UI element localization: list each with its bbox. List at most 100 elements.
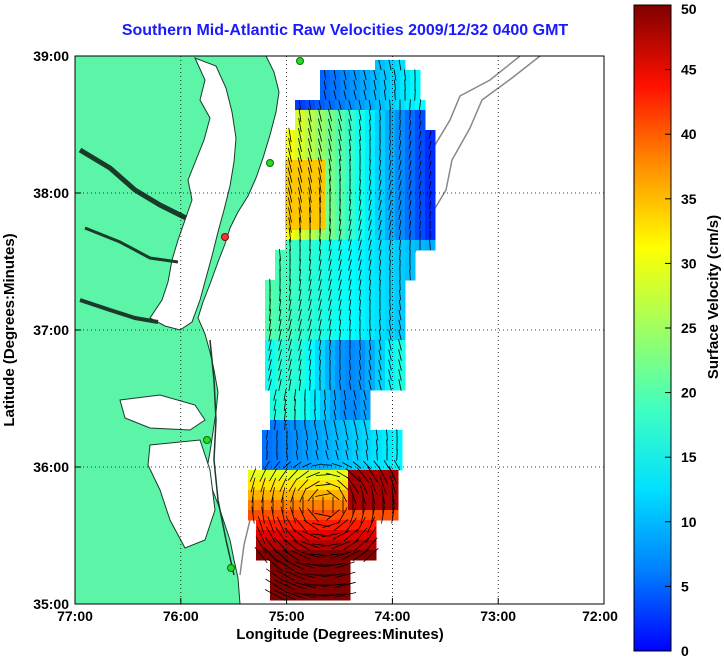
velocity-vector	[343, 70, 347, 80]
velocity-vector	[288, 127, 292, 143]
velocity-vector	[368, 229, 372, 241]
velocity-vector	[298, 299, 302, 311]
velocity-vector	[325, 429, 329, 441]
velocity-vector	[358, 279, 362, 291]
velocity-vector	[296, 430, 298, 440]
velocity-vector	[358, 269, 362, 281]
velocity-vector	[378, 349, 382, 361]
velocity-vector	[418, 160, 422, 170]
velocity-vector	[409, 110, 411, 120]
velocity-vector	[373, 69, 377, 81]
velocity-vector	[394, 89, 396, 101]
colorbar-tick-label: 20	[681, 385, 697, 401]
velocity-vector	[288, 319, 292, 331]
velocity-vector	[399, 120, 401, 130]
velocity-vector	[345, 468, 361, 482]
velocity-vector	[398, 299, 402, 311]
velocity-vector	[363, 80, 367, 90]
velocity-vector	[278, 359, 282, 371]
velocity-vector	[348, 139, 352, 151]
velocity-vector	[398, 349, 402, 361]
velocity-vector	[284, 409, 286, 421]
velocity-vector	[328, 239, 332, 251]
velocity-vector	[328, 329, 332, 341]
velocity-vector	[418, 120, 422, 130]
velocity-vector	[378, 229, 382, 241]
velocity-vector	[324, 70, 326, 80]
velocity-vector	[319, 197, 321, 213]
velocity-vector	[349, 350, 351, 360]
velocity-vector	[358, 189, 362, 201]
velocity-vector	[338, 228, 342, 242]
velocity-vector	[298, 279, 302, 291]
velocity-vector	[298, 369, 302, 381]
james-river	[79, 298, 159, 324]
velocity-vector	[388, 159, 392, 171]
velocity-vector	[388, 229, 392, 241]
velocity-vector	[368, 370, 372, 380]
velocity-vector	[256, 526, 266, 544]
velocity-vector	[318, 259, 322, 271]
velocity-vector	[288, 329, 292, 341]
pamlico-sound	[147, 439, 216, 549]
velocity-vector	[264, 589, 286, 601]
velocity-vector	[428, 150, 432, 160]
velocity-vector	[329, 208, 331, 222]
velocity-vector	[328, 249, 332, 261]
velocity-vector	[353, 70, 357, 80]
velocity-vector	[348, 279, 352, 291]
velocity-vector	[271, 506, 275, 524]
velocity-vector	[328, 309, 332, 321]
velocity-vector	[319, 369, 321, 381]
velocity-vector	[264, 460, 270, 470]
velocity-vector	[289, 238, 291, 252]
velocity-vector	[428, 180, 432, 190]
velocity-vector	[287, 167, 293, 183]
velocity-vector	[318, 100, 322, 110]
velocity-vector	[355, 429, 359, 441]
velocity-vector	[352, 548, 370, 562]
velocity-vector	[298, 349, 302, 361]
velocity-vector	[399, 289, 401, 301]
velocity-vector	[363, 547, 379, 563]
velocity-vector	[318, 177, 322, 193]
velocity-vector	[279, 478, 287, 492]
velocity-vector	[388, 339, 392, 351]
velocity-vector	[297, 148, 303, 162]
colorbar-tick-label: 45	[681, 62, 697, 78]
velocity-vector	[399, 239, 401, 251]
velocity-vector	[292, 461, 302, 469]
velocity-vector	[388, 329, 392, 341]
velocity-vector	[307, 508, 319, 522]
velocity-vector	[318, 148, 322, 162]
velocity-vector	[307, 138, 313, 152]
velocity-vector	[318, 167, 322, 183]
velocity-vector	[365, 439, 369, 451]
velocity-vector	[383, 89, 387, 101]
velocity-vector	[328, 148, 332, 162]
velocity-vector	[364, 537, 378, 553]
velocity-vector	[329, 379, 331, 391]
velocity-vector	[261, 487, 265, 503]
velocity-vector	[367, 516, 375, 534]
velocity-vector	[333, 70, 337, 80]
velocity-vector	[338, 128, 342, 142]
velocity-vector	[398, 339, 402, 351]
velocity-vector	[308, 329, 312, 341]
velocity-vector	[332, 530, 350, 540]
velocity-vector	[308, 177, 312, 193]
velocity-vector	[325, 472, 341, 478]
velocity-vector	[379, 475, 387, 495]
velocity-vector	[358, 289, 362, 301]
velocity-vector	[291, 550, 311, 560]
velocity-vector	[280, 487, 286, 503]
velocity-vector	[368, 209, 372, 221]
velocity-vector	[328, 108, 332, 122]
velocity-vector	[409, 99, 411, 111]
velocity-vector	[359, 169, 361, 181]
velocity-vector	[298, 269, 302, 281]
velocity-vector	[398, 140, 402, 150]
velocity-vector	[358, 199, 362, 211]
velocity-vector	[326, 509, 340, 521]
velocity-vector	[404, 79, 406, 91]
